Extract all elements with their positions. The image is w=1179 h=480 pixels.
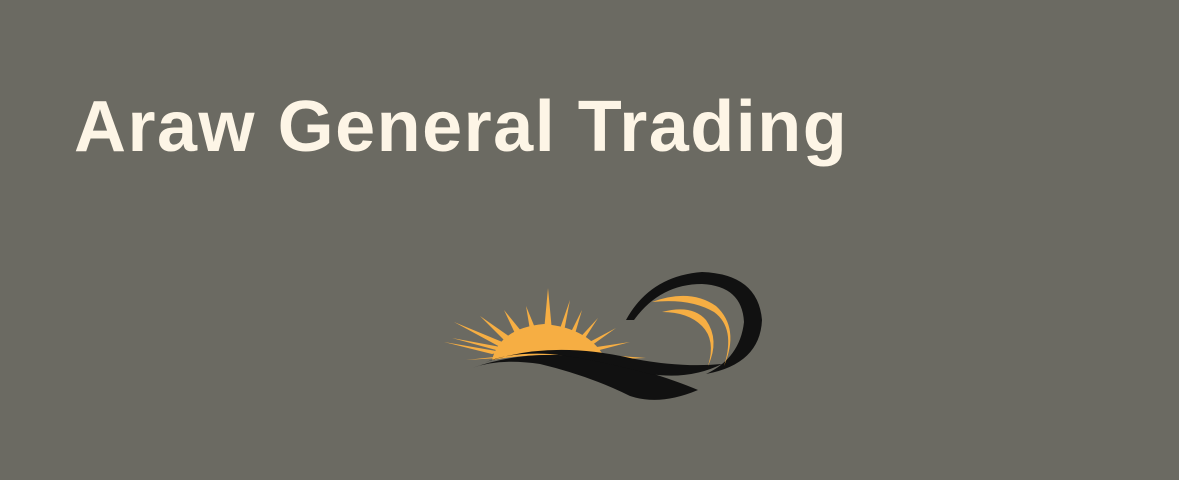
wave-lower [472,354,698,400]
wave-middle [486,349,722,376]
sun-wave-logo-icon [444,272,762,400]
inner-arc-small [662,309,714,366]
company-name-title: Araw General Trading [74,87,849,167]
inner-arc-large [652,295,731,366]
wave-loop [626,272,762,374]
